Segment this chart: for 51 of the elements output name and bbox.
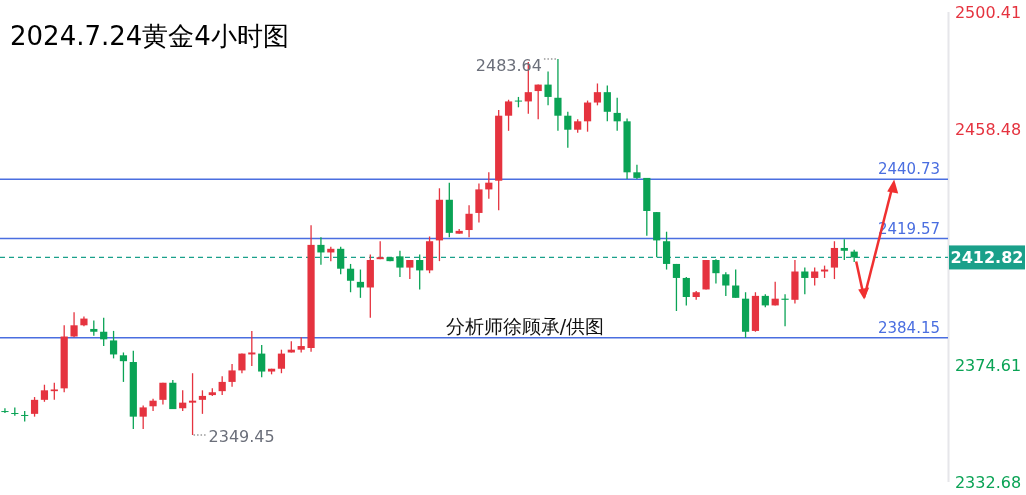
candlestick xyxy=(583,99,592,133)
candlestick xyxy=(139,404,147,430)
candlestick xyxy=(840,238,848,261)
candlestick xyxy=(198,389,207,415)
ref-line-label: 2440.73 xyxy=(877,160,940,179)
candlestick xyxy=(248,330,256,367)
candlestick xyxy=(228,363,236,388)
candlestick xyxy=(672,263,681,312)
candlestick xyxy=(119,351,128,383)
candlestick xyxy=(712,258,720,285)
candlestick xyxy=(396,250,404,278)
candlestick xyxy=(603,84,611,122)
candlestick xyxy=(277,349,286,374)
candlestick xyxy=(781,293,789,327)
candlestick xyxy=(544,70,552,106)
candlestick xyxy=(258,344,266,378)
candlestick xyxy=(218,375,226,396)
y-tick-label: 2500.41 xyxy=(954,3,1022,22)
candlestick xyxy=(109,330,118,360)
candlestick xyxy=(346,263,355,293)
candlestick xyxy=(593,82,602,106)
ref-line-label: 2384.15 xyxy=(877,318,940,337)
candlestick xyxy=(70,311,78,338)
candlestick xyxy=(30,396,39,418)
candlestick xyxy=(337,246,345,275)
candlestick xyxy=(465,204,473,238)
candlestick xyxy=(1,407,9,414)
candlestick xyxy=(801,266,809,295)
candlestick xyxy=(662,231,671,271)
annotation: 分析师徐顾承/供图 xyxy=(445,315,605,337)
candlestick xyxy=(100,317,108,347)
chart-title: 2024.7.24黄金4小时图 xyxy=(10,21,289,51)
candlestick xyxy=(722,271,730,297)
annotation: 2349.45 xyxy=(208,427,275,447)
candlestick xyxy=(416,253,424,291)
candlestick xyxy=(475,182,483,224)
candlestick xyxy=(732,268,740,299)
candlestick xyxy=(188,372,197,436)
candlestick xyxy=(613,97,621,132)
ref-line-label: 2412.82 xyxy=(950,248,1024,268)
candlestick xyxy=(406,259,414,280)
candlestick xyxy=(564,111,572,149)
candlestick xyxy=(554,58,562,132)
y-tick-label: 2374.61 xyxy=(954,355,1022,375)
y-tick-label: 2332.68 xyxy=(954,473,1022,492)
y-tick-label: 2458.48 xyxy=(954,120,1022,140)
candlestick xyxy=(534,83,542,120)
candlestick xyxy=(317,236,325,266)
candlestick xyxy=(504,99,513,132)
candlestick xyxy=(682,276,690,307)
candlestick xyxy=(830,240,839,280)
